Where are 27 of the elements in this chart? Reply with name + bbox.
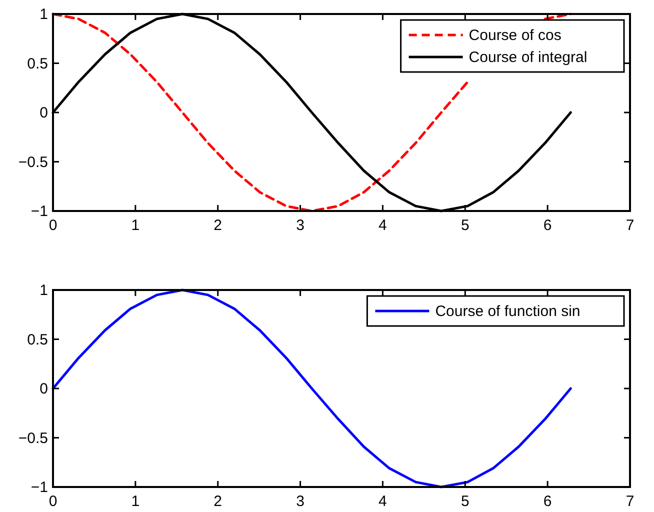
y-tick-label: −0.5 (18, 430, 48, 447)
y-tick-label: 1 (40, 6, 48, 23)
x-tick-label: 4 (378, 217, 387, 234)
y-tick-label: 0 (40, 380, 48, 398)
y-tick-label: −1 (30, 479, 48, 496)
x-tick-label: 6 (543, 493, 552, 510)
y-tick-label: 0.5 (27, 55, 48, 72)
x-tick-label: 7 (626, 217, 634, 234)
x-tick-label: 5 (460, 217, 470, 234)
x-tick-label: 4 (378, 493, 387, 510)
x-tick-label: 2 (214, 493, 222, 510)
y-tick-label: −1 (30, 203, 48, 220)
legend-label: Course of function sin (435, 303, 580, 320)
x-tick-label: 5 (460, 493, 470, 510)
x-tick-label: 2 (214, 217, 222, 234)
x-tick-label: 1 (131, 217, 140, 234)
x-tick-label: 1 (131, 493, 140, 510)
y-tick-label: 0.5 (27, 331, 48, 348)
x-tick-label: 3 (296, 217, 304, 234)
y-tick-label: −0.5 (18, 154, 48, 171)
y-tick-label: 0 (40, 104, 48, 122)
x-tick-label: 3 (296, 493, 304, 510)
legend-label: Course of integral (468, 49, 588, 66)
x-tick-label: 6 (543, 217, 552, 234)
y-tick-label: 1 (40, 282, 48, 299)
x-tick-label: 7 (626, 493, 634, 510)
legend-label: Course of cos (468, 27, 562, 44)
